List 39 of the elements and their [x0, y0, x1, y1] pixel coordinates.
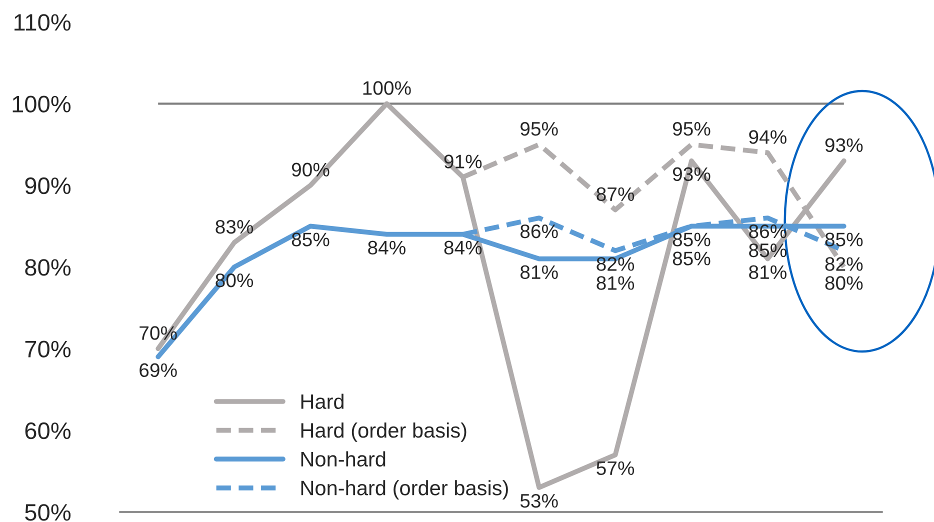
data-label: 81% [596, 276, 634, 290]
data-label: 94% [749, 130, 786, 144]
y-tick-label: 90% [25, 177, 71, 194]
data-label: 85% [672, 232, 710, 246]
legend-label: Non-hard (order basis) [301, 480, 508, 500]
data-label: 84% [444, 240, 482, 255]
data-label: 93% [825, 138, 863, 152]
data-label: 95% [672, 122, 710, 136]
data-label: 53% [520, 494, 558, 508]
data-label: 57% [596, 461, 634, 476]
y-tick-label: 80% [25, 259, 71, 276]
data-label: 100% [363, 81, 411, 95]
y-tick-label: 110% [14, 14, 71, 31]
data-label: 86% [520, 224, 558, 238]
data-label: 69% [140, 363, 177, 378]
data-label: 81% [520, 265, 558, 280]
data-label: 87% [596, 187, 634, 202]
data-label: 90% [292, 162, 330, 177]
y-tick-label: 100% [12, 96, 71, 112]
data-label: 85% [292, 232, 330, 246]
data-label: 86% [749, 224, 786, 238]
legend-label: Hard [301, 394, 344, 409]
y-tick-label: 50% [25, 504, 71, 521]
data-label: 83% [216, 220, 254, 234]
y-tick-label: 60% [25, 422, 71, 440]
data-label: 80% [825, 276, 863, 290]
legend-label: Non-hard [301, 451, 386, 467]
data-label: 82% [825, 257, 863, 271]
data-label: 82% [596, 257, 634, 271]
legend-label: Hard (order basis) [301, 422, 466, 442]
data-label: 81% [749, 265, 786, 280]
data-label: 70% [140, 326, 177, 340]
data-label: 85% [825, 232, 863, 246]
data-label: 85% [672, 252, 710, 266]
data-label: 84% [368, 240, 406, 255]
y-tick-label: 70% [25, 340, 71, 358]
data-label: 93% [672, 167, 710, 182]
data-label: 95% [520, 122, 558, 136]
data-label: 91% [444, 154, 482, 168]
